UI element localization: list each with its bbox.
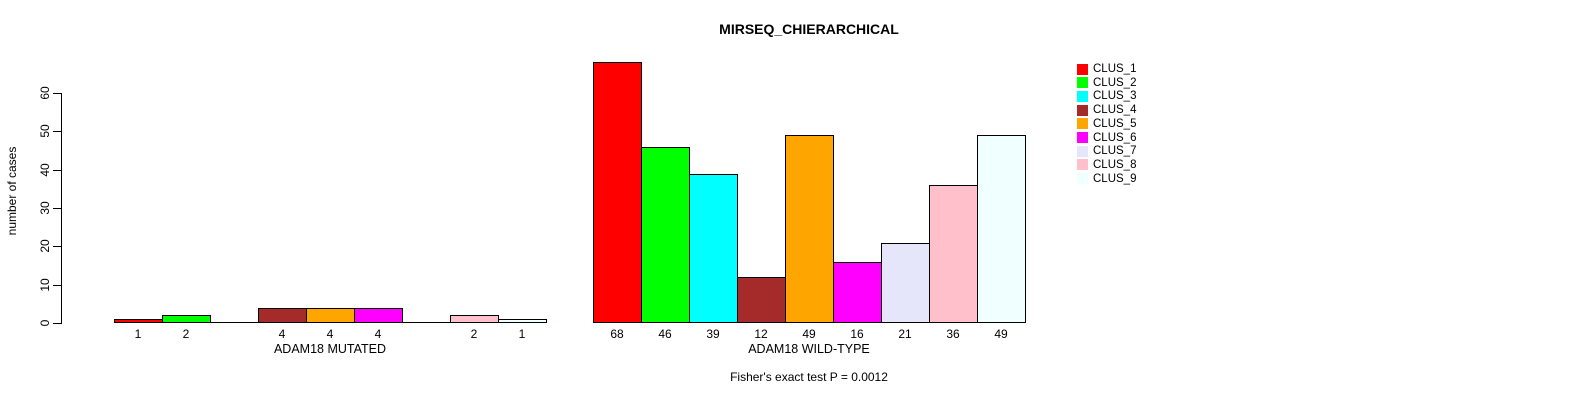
y-tick-label: 60: [38, 86, 52, 100]
y-tick-label: 50: [38, 124, 52, 138]
legend-label: CLUS_6: [1093, 131, 1137, 144]
x-group-label-mutated: ADAM18 MUTATED: [273, 342, 387, 356]
y-tick-label: 40: [38, 163, 52, 177]
bar: [833, 262, 882, 323]
y-axis-line: [61, 93, 62, 324]
bar: [929, 185, 978, 323]
legend-label: CLUS_8: [1093, 158, 1137, 171]
legend: CLUS_1 CLUS_2 CLUS_3 CLUS_4 CLUS_5 CLUS_6 CLUS…: [1077, 63, 1197, 193]
bar-value-label: 1: [518, 327, 526, 341]
legend-swatch: [1077, 173, 1088, 185]
chart-title: MIRSEQ_CHIERARCHICAL: [719, 21, 899, 37]
bar-value-label: 1: [134, 327, 142, 341]
legend-label: CLUS_3: [1093, 90, 1137, 103]
bar: [977, 135, 1026, 323]
bar: [354, 308, 403, 323]
y-tick: [53, 131, 61, 132]
y-tick-label: 0: [38, 319, 52, 327]
bar-value-label: 21: [898, 327, 912, 341]
bar-value-label: 49: [994, 327, 1008, 341]
y-tick: [53, 208, 61, 209]
zero-height-bar: [402, 322, 451, 323]
legend-item: CLUS_5: [1077, 118, 1136, 130]
legend-swatch: [1077, 118, 1088, 130]
legend-item: CLUS_6: [1077, 132, 1136, 144]
y-tick-label: 20: [38, 239, 52, 253]
legend-swatch: [1077, 104, 1088, 116]
legend-label: CLUS_4: [1093, 104, 1137, 117]
y-tick: [53, 246, 61, 247]
y-tick: [53, 323, 61, 324]
bar-value-label: 12: [754, 327, 768, 341]
bar: [593, 62, 642, 323]
bar-value-label: 39: [706, 327, 720, 341]
legend-item: CLUS_9: [1077, 173, 1136, 185]
zero-height-bar: [210, 322, 259, 323]
legend-item: CLUS_2: [1077, 77, 1136, 89]
legend-item: CLUS_3: [1077, 90, 1136, 102]
bar-value-label: 68: [610, 327, 624, 341]
bar: [114, 319, 163, 323]
bar: [498, 319, 547, 323]
y-tick-label: 30: [38, 201, 52, 215]
bar-value-label: 49: [802, 327, 816, 341]
legend-swatch: [1077, 145, 1088, 157]
bar-value-label: 4: [278, 327, 286, 341]
legend-label: CLUS_9: [1093, 172, 1137, 185]
bar: [641, 147, 690, 323]
bar: [689, 174, 738, 323]
legend-label: CLUS_7: [1093, 145, 1137, 158]
legend-item: CLUS_1: [1077, 63, 1136, 75]
legend-label: CLUS_5: [1093, 117, 1137, 130]
legend-label: CLUS_2: [1093, 76, 1137, 89]
y-tick-label: 10: [38, 278, 52, 292]
bar-value-label: 4: [374, 327, 382, 341]
legend-swatch: [1077, 90, 1088, 102]
bar: [737, 277, 786, 323]
y-tick: [53, 170, 61, 171]
legend-label: CLUS_1: [1093, 63, 1137, 75]
bar: [162, 315, 211, 323]
bar: [258, 308, 307, 323]
fisher-test-annotation: Fisher's exact test P = 0.0012: [730, 370, 888, 384]
y-axis-label: number of cases: [5, 146, 19, 236]
bar: [785, 135, 834, 323]
legend-item: CLUS_4: [1077, 104, 1136, 116]
legend-item: CLUS_8: [1077, 159, 1136, 171]
bar-value-label: 2: [182, 327, 190, 341]
y-tick: [53, 285, 61, 286]
legend-swatch: [1077, 159, 1088, 171]
bar: [306, 308, 355, 323]
y-tick: [53, 93, 61, 94]
x-group-label-wildtype: ADAM18 WILD-TYPE: [748, 342, 870, 356]
legend-swatch: [1077, 132, 1088, 143]
bar-value-label: 16: [850, 327, 864, 341]
bar-value-label: 36: [946, 327, 960, 341]
bar-value-label: 46: [658, 327, 672, 341]
legend-swatch: [1077, 63, 1088, 75]
bar: [450, 315, 499, 323]
legend-item: CLUS_7: [1077, 145, 1136, 157]
bar-value-label: 2: [470, 327, 478, 341]
bar-value-label: 4: [326, 327, 334, 341]
legend-swatch: [1077, 77, 1088, 89]
bar: [881, 243, 930, 323]
